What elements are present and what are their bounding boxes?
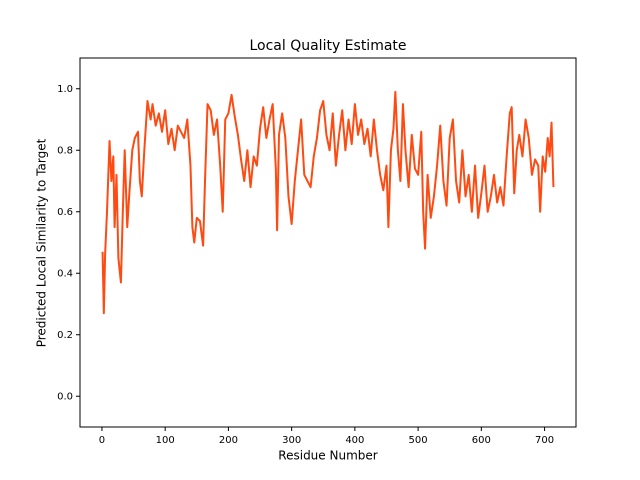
- x-tick-label: 300: [282, 435, 301, 446]
- x-tick-label: 400: [345, 435, 364, 446]
- y-tick-label: 0.2: [57, 330, 73, 341]
- x-tick-label: 200: [219, 435, 238, 446]
- y-tick-label: 0.8: [57, 145, 73, 156]
- x-axis-label: Residue Number: [278, 449, 377, 463]
- x-tick-label: 0: [99, 435, 105, 446]
- y-tick-label: 0.4: [57, 268, 73, 279]
- chart-title: Local Quality Estimate: [249, 38, 406, 54]
- data-line: [101, 90, 555, 315]
- y-tick-label: 1.0: [57, 84, 73, 95]
- x-tick-label: 100: [156, 435, 175, 446]
- x-tick-label: 700: [535, 435, 554, 446]
- plot-frame: [79, 57, 577, 428]
- x-tick-label: 500: [409, 435, 428, 446]
- y-tick-label: 0.0: [57, 391, 73, 402]
- y-tick-label: 0.6: [57, 207, 73, 218]
- x-tick-label: 600: [472, 435, 491, 446]
- y-axis-label: Predicted Local Similarity to Target: [35, 138, 49, 347]
